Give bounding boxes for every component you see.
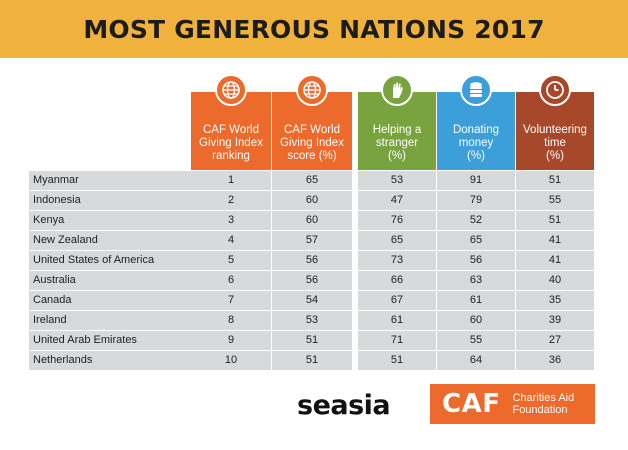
cell-rank: 9 <box>191 331 271 350</box>
cell-donating: 56 <box>437 251 515 270</box>
cell-volunteering: 51 <box>516 211 594 230</box>
cell-rank: 4 <box>191 231 271 250</box>
column-header-volunteering: Volunteering time (%) <box>516 92 594 170</box>
cell-rank: 7 <box>191 291 271 310</box>
cell-volunteering: 41 <box>516 231 594 250</box>
row-country: Myanmar <box>29 171 191 190</box>
cell-rank: 10 <box>191 351 271 370</box>
cell-donating: 61 <box>437 291 515 310</box>
seasia-logo: seasia <box>297 390 391 421</box>
cell-score: 56 <box>272 271 352 290</box>
cell-donating: 65 <box>437 231 515 250</box>
cell-helping: 66 <box>358 271 436 290</box>
cell-donating: 91 <box>437 171 515 190</box>
cell-score: 60 <box>272 191 352 210</box>
caf-logo: CAF Charities Aid Foundation <box>430 384 595 424</box>
cell-helping: 53 <box>358 171 436 190</box>
cell-helping: 73 <box>358 251 436 270</box>
cell-score: 51 <box>272 351 352 370</box>
cell-donating: 63 <box>437 271 515 290</box>
column-header-label: CAF World Giving Index score (%) <box>280 124 344 162</box>
row-country: Canada <box>29 291 191 310</box>
row-country: Australia <box>29 271 191 290</box>
title-banner: MOST GENEROUS NATIONS 2017 <box>0 0 628 58</box>
column-header-score: CAF World Giving Index score (%) <box>272 92 352 170</box>
column-header-label: Volunteering time (%) <box>523 124 587 162</box>
cell-donating: 55 <box>437 331 515 350</box>
cell-helping: 61 <box>358 311 436 330</box>
cell-helping: 51 <box>358 351 436 370</box>
row-country: Indonesia <box>29 191 191 210</box>
cell-score: 60 <box>272 211 352 230</box>
cell-donating: 79 <box>437 191 515 210</box>
cell-volunteering: 51 <box>516 171 594 190</box>
cell-volunteering: 27 <box>516 331 594 350</box>
globe-icon <box>296 74 328 106</box>
cell-helping: 71 <box>358 331 436 350</box>
cell-volunteering: 39 <box>516 311 594 330</box>
row-country: United Arab Emirates <box>29 331 191 350</box>
clock-icon <box>539 74 571 106</box>
cell-volunteering: 36 <box>516 351 594 370</box>
row-country: Ireland <box>29 311 191 330</box>
cell-rank: 3 <box>191 211 271 230</box>
cell-donating: 60 <box>437 311 515 330</box>
caf-logo-name: Charities Aid Foundation <box>512 392 575 416</box>
cell-volunteering: 55 <box>516 191 594 210</box>
cell-donating: 64 <box>437 351 515 370</box>
column-header-label: Helping a stranger (%) <box>372 124 422 162</box>
cell-rank: 5 <box>191 251 271 270</box>
column-header-label: CAF World Giving Index ranking <box>199 124 263 162</box>
column-header-label: Donating money (%) <box>452 124 500 162</box>
row-country: New Zealand <box>29 231 191 250</box>
helping-hand-icon <box>381 74 413 106</box>
caf-logo-mark: CAF <box>442 389 501 419</box>
cell-rank: 8 <box>191 311 271 330</box>
cell-score: 56 <box>272 251 352 270</box>
cell-score: 51 <box>272 331 352 350</box>
cell-helping: 76 <box>358 211 436 230</box>
cell-volunteering: 40 <box>516 271 594 290</box>
coins-icon <box>460 74 492 106</box>
cell-volunteering: 35 <box>516 291 594 310</box>
cell-helping: 67 <box>358 291 436 310</box>
row-country: United States of America <box>29 251 191 270</box>
cell-donating: 52 <box>437 211 515 230</box>
cell-score: 65 <box>272 171 352 190</box>
cell-score: 57 <box>272 231 352 250</box>
cell-rank: 6 <box>191 271 271 290</box>
cell-score: 54 <box>272 291 352 310</box>
page-title: MOST GENEROUS NATIONS 2017 <box>83 14 545 44</box>
cell-score: 53 <box>272 311 352 330</box>
cell-rank: 2 <box>191 191 271 210</box>
cell-helping: 47 <box>358 191 436 210</box>
row-country: Netherlands <box>29 351 191 370</box>
cell-rank: 1 <box>191 171 271 190</box>
cell-volunteering: 41 <box>516 251 594 270</box>
cell-helping: 65 <box>358 231 436 250</box>
row-country: Kenya <box>29 211 191 230</box>
globe-icon <box>215 74 247 106</box>
